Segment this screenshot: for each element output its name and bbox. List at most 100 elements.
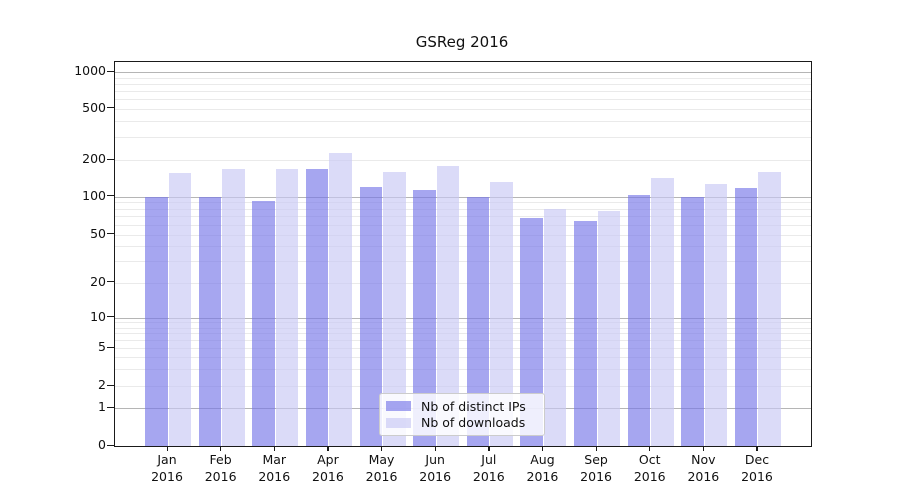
bar-nb-of-distinct-ips-dec-2016 <box>734 188 758 446</box>
gridline-y-20 <box>115 282 811 284</box>
gridline-y-70 <box>115 216 811 218</box>
bar-nb-of-downloads-jan-2016 <box>168 172 191 446</box>
x-tick-mark-jan-2016 <box>166 446 168 451</box>
y-tick-label-100: 100 <box>82 187 106 203</box>
bar-nb-of-distinct-ips-nov-2016 <box>681 196 704 446</box>
gridline-y-700 <box>115 90 811 92</box>
x-tick-label-nov-2016: Nov 2016 <box>687 452 720 484</box>
y-tick-label-1: 1 <box>98 399 106 415</box>
bar-nb-of-downloads-oct-2016 <box>651 178 674 446</box>
gridline-y-4 <box>115 357 811 359</box>
bar-nb-of-downloads-aug-2016 <box>543 209 567 446</box>
x-tick-label-jun-2016: Jun 2016 <box>419 452 452 484</box>
y-tick-label-5: 5 <box>98 339 106 355</box>
bar-nb-of-distinct-ips-aug-2016 <box>520 217 543 446</box>
gridline-y-10 <box>115 317 811 319</box>
gridline-y-50 <box>115 234 811 236</box>
x-tick-label-feb-2016: Feb 2016 <box>204 452 237 484</box>
gridline-y-800 <box>115 83 811 85</box>
x-tick-label-jan-2016: Jan 2016 <box>151 452 183 484</box>
legend-item-nb-of-distinct-ips: Nb of distinct IPs <box>386 398 536 414</box>
gridline-y-80 <box>115 208 811 210</box>
bar-nb-of-downloads-apr-2016 <box>329 152 352 446</box>
gridline-y-40 <box>115 246 811 248</box>
y-tick-mark-0 <box>107 444 114 446</box>
bar-nb-of-downloads-sep-2016 <box>597 210 621 446</box>
y-tick-label-200: 200 <box>82 151 106 166</box>
x-tick-mark-dec-2016 <box>756 446 758 451</box>
x-tick-mark-may-2016 <box>381 446 383 451</box>
bar-nb-of-distinct-ips-sep-2016 <box>574 220 597 446</box>
x-tick-mark-apr-2016 <box>327 446 329 451</box>
chart-title: GSReg 2016 <box>415 33 509 51</box>
y-tick-mark-100 <box>107 195 114 197</box>
y-tick-mark-200 <box>107 158 114 160</box>
x-tick-mark-sep-2016 <box>595 446 597 451</box>
gridline-y-8 <box>115 327 811 329</box>
bar-nb-of-downloads-mar-2016 <box>275 169 299 446</box>
y-tick-mark-1 <box>107 406 114 408</box>
x-tick-label-jul-2016: Jul 2016 <box>472 452 505 484</box>
bar-nb-of-downloads-jun-2016 <box>436 165 460 446</box>
y-tick-mark-10 <box>107 316 114 318</box>
y-tick-label-10: 10 <box>90 308 106 324</box>
bar-nb-of-downloads-jul-2016 <box>490 182 513 446</box>
legend-label: Nb of distinct IPs <box>421 398 526 414</box>
bar-nb-of-distinct-ips-may-2016 <box>359 186 383 446</box>
y-tick-label-20: 20 <box>90 273 106 289</box>
x-tick-label-oct-2016: Oct 2016 <box>633 452 666 484</box>
gridline-y-9 <box>115 322 811 324</box>
x-tick-mark-nov-2016 <box>702 446 705 451</box>
gridline-y-200 <box>115 160 811 161</box>
gridline-y-30 <box>115 261 811 263</box>
gridline-y-2 <box>115 386 811 387</box>
y-tick-label-0: 0 <box>98 437 106 453</box>
y-tick-mark-20 <box>107 281 114 283</box>
gridline-y-1000 <box>115 72 811 73</box>
gridline-y-600 <box>115 99 811 101</box>
bar-nb-of-distinct-ips-apr-2016 <box>305 169 329 446</box>
bar-nb-of-distinct-ips-jun-2016 <box>413 189 436 446</box>
x-tick-mark-jun-2016 <box>434 446 436 451</box>
y-tick-label-1000: 1000 <box>74 63 106 78</box>
legend-swatch-icon <box>386 401 411 412</box>
gridline-y-500 <box>115 108 811 110</box>
bar-nb-of-distinct-ips-feb-2016 <box>198 196 222 446</box>
x-tick-label-sep-2016: Sep 2016 <box>580 452 612 484</box>
y-tick-label-2: 2 <box>98 377 106 392</box>
gridline-y-6 <box>115 340 811 342</box>
gridline-y-100 <box>115 196 811 198</box>
bar-nb-of-downloads-dec-2016 <box>758 172 781 446</box>
legend: Nb of distinct IPs Nb of downloads <box>379 393 545 436</box>
bar-nb-of-distinct-ips-oct-2016 <box>627 194 651 446</box>
gridline-y-60 <box>115 224 811 226</box>
legend-label: Nb of downloads <box>421 415 526 431</box>
x-tick-mark-feb-2016 <box>220 446 222 451</box>
gridline-y-5 <box>115 348 811 350</box>
bar-nb-of-downloads-nov-2016 <box>704 183 728 446</box>
y-tick-mark-50 <box>107 233 114 235</box>
y-tick-mark-5 <box>107 346 114 348</box>
y-tick-label-50: 50 <box>90 225 106 241</box>
x-tick-mark-jul-2016 <box>488 446 490 451</box>
gridline-y-90 <box>115 202 811 204</box>
y-tick-mark-2 <box>107 384 114 386</box>
gridline-y-900 <box>115 77 811 79</box>
y-tick-mark-500 <box>107 107 114 109</box>
x-tick-label-aug-2016: Aug 2016 <box>526 452 559 484</box>
y-tick-mark-1000 <box>107 70 114 72</box>
x-tick-label-may-2016: May 2016 <box>365 452 398 484</box>
bar-nb-of-distinct-ips-mar-2016 <box>252 201 275 446</box>
bar-nb-of-downloads-feb-2016 <box>222 169 245 446</box>
x-tick-mark-aug-2016 <box>541 446 544 451</box>
x-tick-label-apr-2016: Apr 2016 <box>312 452 344 484</box>
plot-area <box>114 61 812 447</box>
bar-nb-of-downloads-may-2016 <box>383 172 406 446</box>
x-tick-label-mar-2016: Mar 2016 <box>258 452 291 484</box>
gridline-y-300 <box>115 137 811 139</box>
legend-swatch-icon <box>386 417 411 428</box>
legend-item-nb-of-downloads: Nb of downloads <box>386 415 536 431</box>
bar-nb-of-distinct-ips-jan-2016 <box>145 196 168 446</box>
x-tick-mark-oct-2016 <box>649 446 651 451</box>
